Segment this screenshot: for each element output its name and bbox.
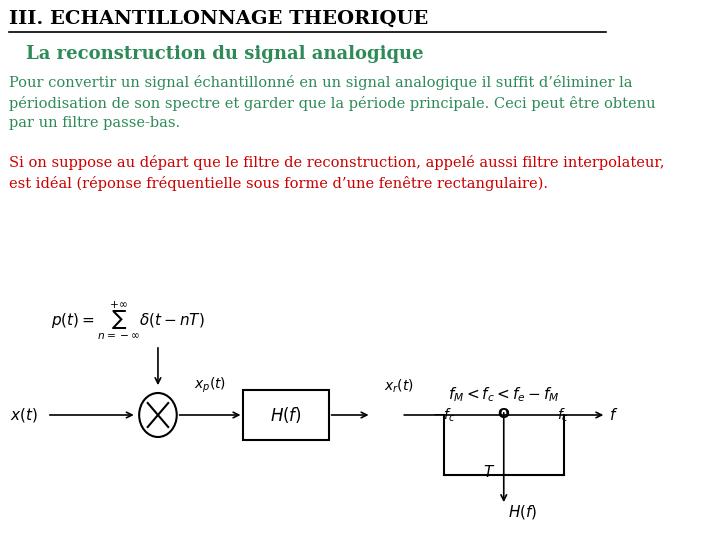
Bar [243,390,329,440]
Text: $x_p(t)$: $x_p(t)$ [194,376,226,395]
Text: La reconstruction du signal analogique: La reconstruction du signal analogique [26,45,423,63]
Text: $f$: $f$ [609,407,618,423]
Text: $-f_c$: $-f_c$ [432,407,456,424]
Text: Pour convertir un signal échantillonné en un signal analogique il suffit d’élimi: Pour convertir un signal échantillonné e… [9,75,655,131]
Text: $T$: $T$ [483,464,495,480]
Text: $p(t)=$$\sum_{n=-\infty}^{+\infty}$$\delta(t-nT)$: $p(t)=$$\sum_{n=-\infty}^{+\infty}$$\del… [51,300,205,342]
Text: $H(f)$: $H(f)$ [508,503,537,521]
Text: $H(f)$: $H(f)$ [270,405,302,425]
Text: III. ECHANTILLONNAGE THEORIQUE: III. ECHANTILLONNAGE THEORIQUE [9,10,428,28]
Text: $x(t)$: $x(t)$ [10,406,38,424]
Text: $x_r(t)$: $x_r(t)$ [384,377,414,395]
Text: Si on suppose au départ que le filtre de reconstruction, appelé aussi filtre int: Si on suppose au départ que le filtre de… [9,155,664,191]
Text: $f_c$: $f_c$ [557,407,570,424]
Text: $f_M < f_c < f_e - f_M$: $f_M < f_c < f_e - f_M$ [448,385,559,404]
Text: $\mathbf{O}$: $\mathbf{O}$ [498,407,510,421]
